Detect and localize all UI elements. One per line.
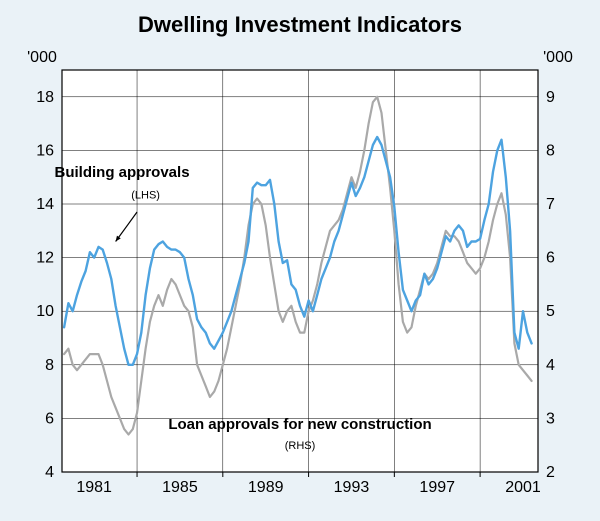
y-left-tick: 14 xyxy=(36,196,54,213)
chart-title: Dwelling Investment Indicators xyxy=(138,12,462,37)
y-left-tick: 16 xyxy=(36,142,54,159)
sublabel-building-approvals: (LHS) xyxy=(131,190,160,202)
y-left-tick: 10 xyxy=(36,303,54,320)
x-tick: 1989 xyxy=(248,479,284,496)
x-tick: 1997 xyxy=(419,479,455,496)
x-tick: 1985 xyxy=(162,479,198,496)
y-left-tick: 18 xyxy=(36,89,54,106)
x-tick: 1993 xyxy=(334,479,370,496)
label-building-approvals: Building approvals xyxy=(55,164,190,181)
y-left-unit: '000 xyxy=(27,49,57,66)
y-left-tick: 4 xyxy=(45,464,54,481)
y-right-tick: 6 xyxy=(546,250,555,267)
y-right-tick: 8 xyxy=(546,142,555,159)
chart-container: Dwelling Investment Indicators 4 6 8 10 12 14 1… xyxy=(0,0,600,521)
y-right-tick: 9 xyxy=(546,89,555,106)
y-right-unit: '000 xyxy=(543,49,573,66)
x-tick: 1981 xyxy=(76,479,112,496)
sublabel-loan-approvals: (RHS) xyxy=(285,440,316,452)
y-right-tick: 5 xyxy=(546,303,555,320)
y-left-tick: 6 xyxy=(45,410,54,427)
y-right-tick: 4 xyxy=(546,357,555,374)
label-loan-approvals: Loan approvals for new construction xyxy=(168,416,431,433)
y-left-tick: 12 xyxy=(36,250,54,267)
y-left-tick: 8 xyxy=(45,357,54,374)
chart-svg: Dwelling Investment Indicators 4 6 8 10 12 14 1… xyxy=(0,0,600,521)
x-tick: 2001 xyxy=(505,479,541,496)
y-right-tick: 3 xyxy=(546,410,555,427)
y-right-tick: 7 xyxy=(546,196,555,213)
y-right-tick: 2 xyxy=(546,464,555,481)
